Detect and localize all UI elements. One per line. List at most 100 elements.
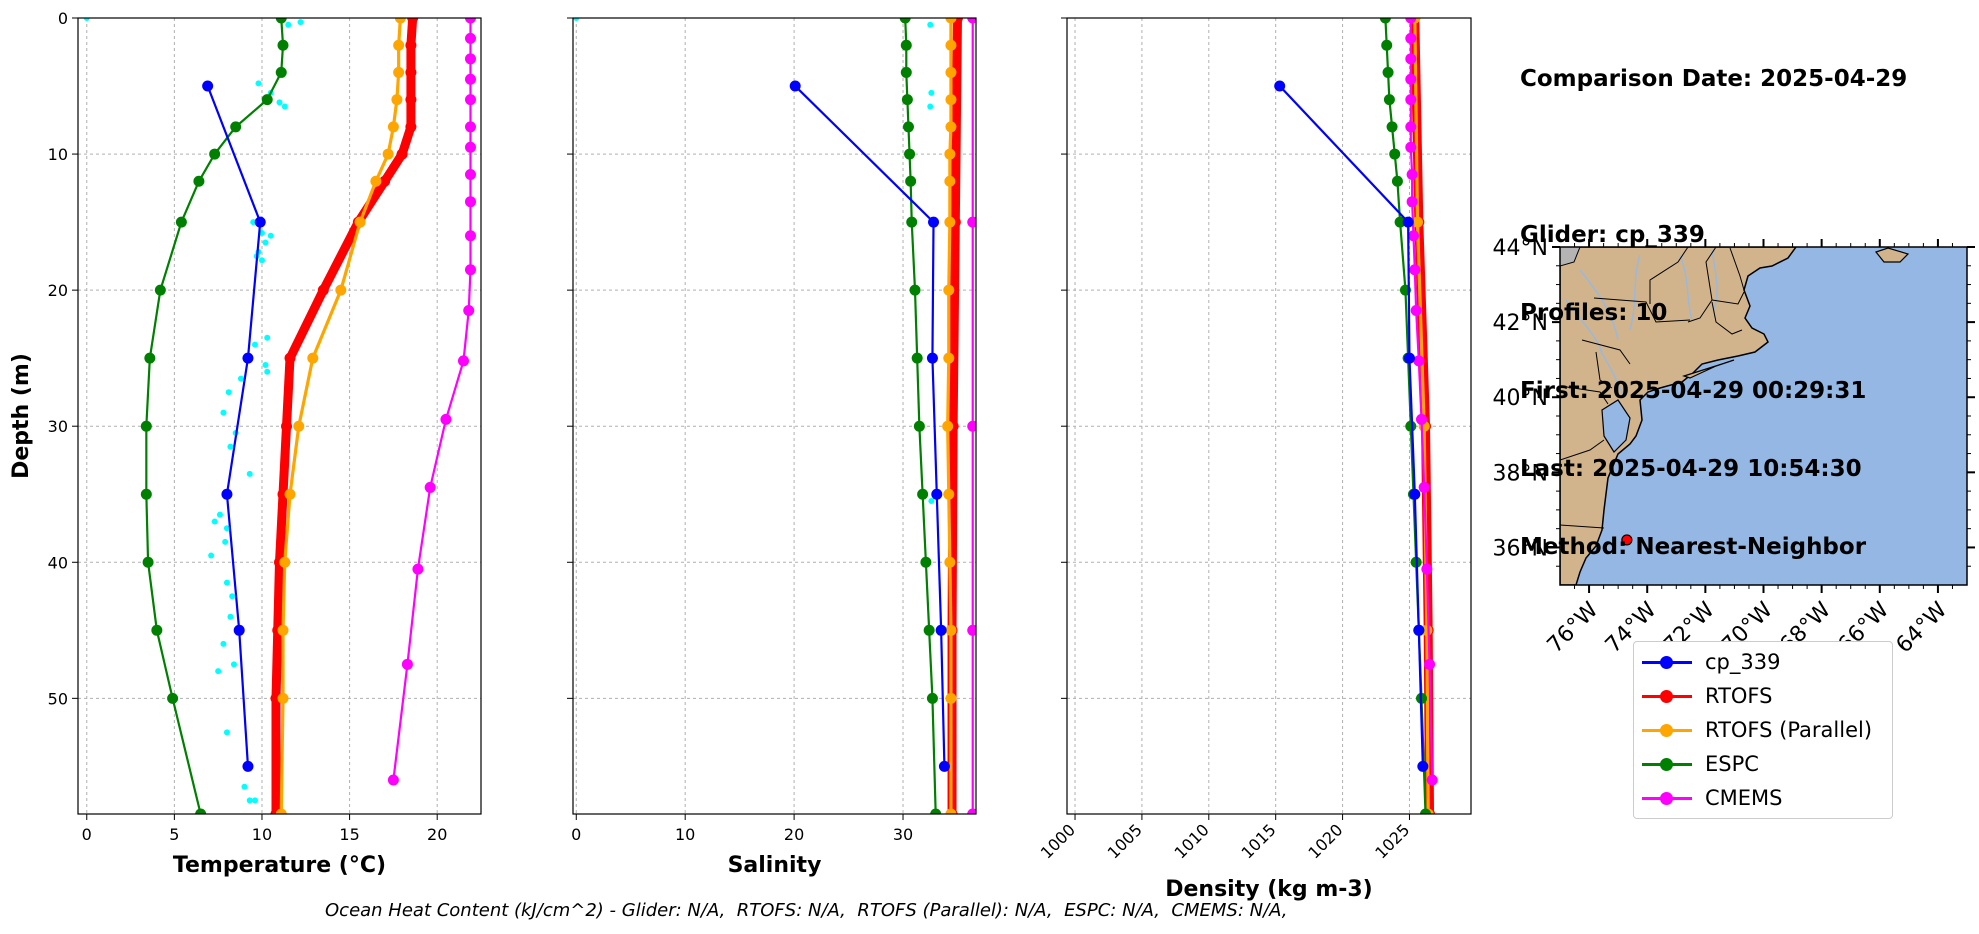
data-point-cmems xyxy=(1406,196,1418,208)
data-point-glider xyxy=(789,80,801,92)
state-border xyxy=(1581,339,1631,365)
x-tick-label: 5 xyxy=(169,825,179,844)
lat-tick-label: 40°N xyxy=(1493,386,1548,411)
series-line-espc xyxy=(145,18,285,814)
data-point-espc xyxy=(917,488,929,500)
data-point-rtofs-parallel xyxy=(944,148,956,160)
data-point-espc xyxy=(151,624,163,636)
series-line-glider xyxy=(206,85,262,767)
legend-label-espc: ESPC xyxy=(1705,752,1759,776)
x-tick-label: 1015 xyxy=(1237,820,1279,862)
x-tick-label: 20 xyxy=(427,825,447,844)
data-point-espc xyxy=(1382,66,1394,78)
data-point-rtofs-parallel xyxy=(382,148,394,160)
data-point-espc xyxy=(909,284,921,296)
legend-label-rtofs: RTOFS xyxy=(1705,684,1773,708)
data-point-rtofs-parallel xyxy=(370,175,382,187)
data-point-espc xyxy=(900,39,912,51)
raw-glider-point xyxy=(255,80,262,87)
data-point-glider xyxy=(221,488,233,500)
legend-label-cmems: CMEMS xyxy=(1705,786,1783,810)
plot-area xyxy=(1274,18,1438,814)
raw-glider-point xyxy=(251,341,258,348)
data-point-glider xyxy=(1402,216,1414,228)
data-point-cmems xyxy=(1413,355,1425,367)
legend-item-rtofs-parallel: RTOFS (Parallel) xyxy=(1634,714,1892,748)
data-point-rtofs-parallel xyxy=(945,692,957,704)
legend-label-rtofs-parallel: RTOFS (Parallel) xyxy=(1705,718,1873,742)
state-border xyxy=(1560,439,1605,461)
data-point-rtofs-parallel xyxy=(307,352,319,364)
y-tick-label: 50 xyxy=(48,689,68,708)
river xyxy=(1629,254,1641,331)
spacer-line xyxy=(1520,144,1907,170)
lon-tick-label: 76°W xyxy=(1543,597,1604,658)
plot-area xyxy=(83,18,476,814)
raw-glider-point xyxy=(227,613,234,620)
raw-glider-point xyxy=(230,661,237,668)
data-point-cmems xyxy=(464,141,476,153)
raw-glider-point xyxy=(223,579,230,586)
info-block: Comparison Date: 2025-04-29 Glider: cp_3… xyxy=(1520,14,1907,586)
data-point-espc xyxy=(230,121,242,133)
y-tick-label: 30 xyxy=(48,417,68,436)
data-point-rtofs-parallel xyxy=(945,121,957,133)
data-point-rtofs-parallel xyxy=(1411,216,1423,228)
y-tick-label: 0 xyxy=(58,9,68,28)
data-point-espc xyxy=(167,692,179,704)
data-point-cmems xyxy=(464,94,476,106)
data-point-espc xyxy=(1420,808,1432,814)
data-point-espc xyxy=(140,420,152,432)
data-point-cmems xyxy=(1421,563,1433,575)
data-point-rtofs-parallel xyxy=(279,556,291,568)
data-point-cmems xyxy=(464,73,476,85)
legend-marker-rtofs xyxy=(1660,690,1673,703)
data-point-rtofs xyxy=(284,352,296,364)
profile-count: Profiles: 10 xyxy=(1520,300,1668,326)
legend-item-espc: ESPC xyxy=(1634,748,1892,782)
data-point-cmems xyxy=(463,305,475,317)
raw-glider-point xyxy=(220,409,227,416)
data-point-espc xyxy=(275,66,287,78)
data-point-rtofs-parallel xyxy=(944,556,956,568)
data-point-cmems xyxy=(412,563,424,575)
data-point-cmems xyxy=(1405,94,1417,106)
data-point-espc xyxy=(1391,175,1403,187)
data-point-glider xyxy=(931,488,943,500)
data-point-espc xyxy=(175,216,187,228)
data-point-espc xyxy=(1379,18,1391,24)
x-tick-label: 1000 xyxy=(1037,820,1079,862)
data-point-espc xyxy=(930,808,942,814)
data-point-rtofs xyxy=(405,94,417,106)
data-point-glider xyxy=(926,352,938,364)
data-point-cmems xyxy=(967,420,976,432)
data-point-cmems xyxy=(1416,413,1428,425)
lon-tick-label: 64°W xyxy=(1892,597,1953,658)
data-point-espc xyxy=(926,692,938,704)
data-point-rtofs-parallel xyxy=(944,216,956,228)
data-point-cmems xyxy=(440,413,452,425)
raw-glider-point xyxy=(241,783,248,790)
data-point-rtofs-parallel xyxy=(387,121,399,133)
x-tick-label: 1010 xyxy=(1171,820,1213,862)
x-tick-label: 15 xyxy=(339,825,359,844)
data-point-glider xyxy=(938,760,950,772)
legend-item-rtofs: RTOFS xyxy=(1634,680,1892,714)
series-line-espc xyxy=(904,18,937,814)
data-point-espc xyxy=(277,39,289,51)
x-tick-label: 20 xyxy=(784,825,804,844)
data-point-glider xyxy=(928,216,940,228)
data-point-glider xyxy=(1413,624,1425,636)
legend-item-cmems: CMEMS xyxy=(1634,782,1892,816)
data-point-cmems xyxy=(1405,141,1417,153)
x-tick-label: 1020 xyxy=(1304,820,1346,862)
data-point-rtofs-parallel xyxy=(391,94,403,106)
data-point-rtofs xyxy=(281,420,293,432)
data-point-cmems xyxy=(967,216,976,228)
raw-glider-point xyxy=(215,668,222,675)
lat-tick-label: 38°N xyxy=(1493,461,1548,486)
lat-tick-label: 44°N xyxy=(1493,236,1548,261)
data-point-cmems xyxy=(464,168,476,180)
data-point-espc xyxy=(911,352,923,364)
